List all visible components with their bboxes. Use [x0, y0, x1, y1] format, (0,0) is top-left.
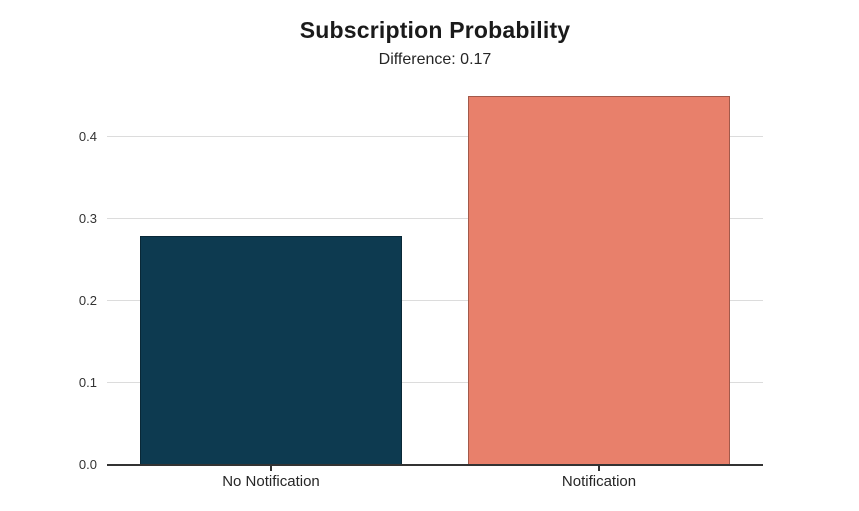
x-tick [598, 466, 600, 471]
bar-no-notification [139, 235, 403, 465]
y-gridline [107, 218, 763, 220]
y-tick-label: 0.4 [78, 129, 97, 145]
y-tick-label: 0.2 [78, 293, 97, 309]
plot-area [107, 80, 763, 465]
x-axis-line [107, 464, 763, 466]
x-tick [270, 466, 272, 471]
y-gridline [107, 136, 763, 138]
y-gridline [107, 382, 763, 384]
x-tick-label: Notification [561, 473, 637, 490]
bar-notification [467, 96, 731, 465]
chart-subtitle: Difference: 0.17 [378, 51, 492, 68]
y-tick-label: 0.0 [78, 457, 97, 472]
y-tick-label: 0.1 [78, 375, 97, 391]
y-tick-label: 0.3 [78, 211, 97, 227]
y-gridline [107, 300, 763, 302]
x-tick-label: No Notification [222, 473, 320, 490]
chart-title: Subscription Probability [299, 17, 571, 43]
